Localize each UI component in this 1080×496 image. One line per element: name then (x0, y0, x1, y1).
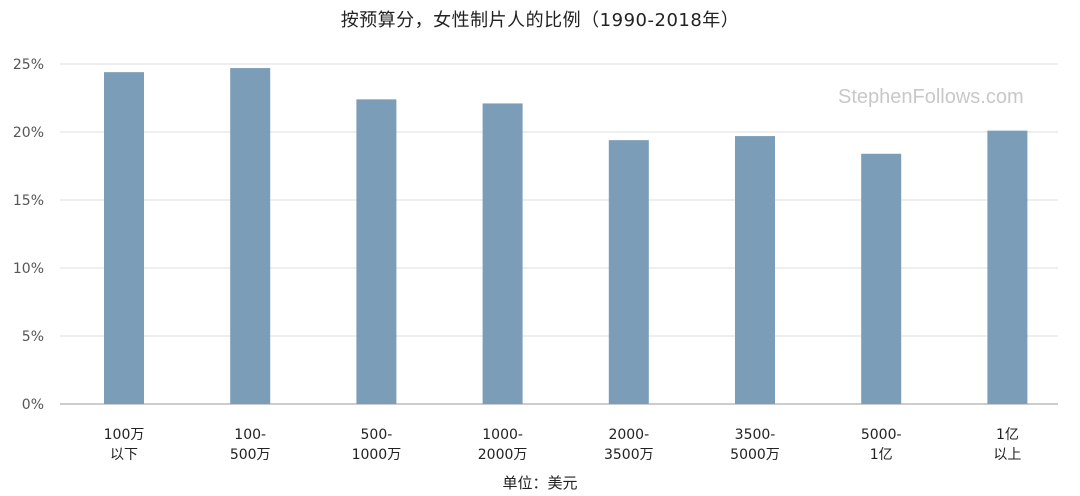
bar (608, 140, 649, 404)
x-tick-label: 2000万 (478, 447, 528, 463)
x-tick-label: 3500- (735, 427, 776, 443)
bar (861, 153, 902, 404)
y-tick-label: 5% (22, 329, 44, 345)
x-tick-label: 2000- (608, 427, 649, 443)
x-tick-label: 100- (234, 427, 266, 443)
x-axis-title: 单位：美元 (502, 474, 578, 492)
x-tick-label: 100万 (104, 427, 145, 443)
bar (230, 68, 271, 404)
bar (987, 130, 1028, 404)
x-tick-label: 以上 (993, 447, 1021, 463)
x-tick-label: 1亿 (870, 447, 893, 463)
x-tick-label: 5000万 (730, 447, 780, 463)
bar (735, 136, 775, 404)
x-tick-label: 5000- (861, 427, 902, 443)
x-tick-label: 以下 (110, 447, 138, 463)
x-tick-label: 1000- (482, 427, 523, 443)
x-tick-label: 1000万 (352, 447, 402, 463)
watermark: StephenFollows.com (838, 86, 1024, 108)
x-tick-label: 1亿 (996, 427, 1019, 443)
y-tick-label: 15% (13, 193, 44, 209)
bar (104, 72, 144, 404)
y-tick-label: 20% (13, 125, 44, 141)
x-tick-label: 500- (361, 427, 393, 443)
x-tick-label: 500万 (230, 447, 271, 463)
bar (356, 99, 397, 405)
y-tick-label: 10% (13, 261, 44, 277)
y-tick-label: 0% (22, 397, 44, 413)
bar (482, 103, 523, 404)
x-tick-label: 3500万 (604, 447, 654, 463)
y-tick-label: 25% (13, 57, 44, 73)
chart-title: 按预算分，女性制片人的比例（1990-2018年） (340, 10, 740, 31)
